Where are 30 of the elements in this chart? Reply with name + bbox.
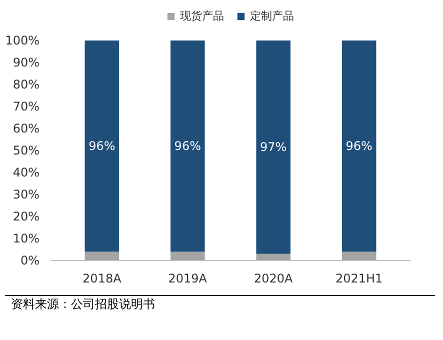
data-label: 97% [260,140,287,154]
y-tick-label: 20% [12,210,40,224]
bar [84,40,120,252]
legend-label: 定制产品 [250,8,294,24]
y-tick-label: 90% [12,56,40,70]
y-tick-label: 100% [5,34,40,48]
data-label: 96% [174,139,201,154]
x-tick-label: 2019A [168,272,208,286]
x-tick-label: 2018A [82,272,122,286]
data-label: 96% [88,139,116,154]
y-tick-label: 60% [12,122,40,136]
data-label: 96% [346,139,372,154]
y-tick-label: 50% [12,144,40,158]
bar [256,40,290,254]
y-tick-label: 70% [12,100,40,114]
bar [170,252,205,260]
x-tick-label: 2021H1 [335,272,383,286]
y-tick-label: 30% [12,188,40,202]
bar [342,252,376,260]
y-tick-label: 40% [12,166,40,180]
bar [84,252,120,260]
y-tick-label: 80% [12,78,40,92]
x-tick-label: 2020A [254,272,294,286]
bar [170,40,205,252]
y-tick-label: 0% [20,254,40,268]
bar [256,254,290,260]
text: 资料来源：公司招股说明书 [11,296,155,313]
bar [342,40,376,252]
legend-label: 现货产品 [180,8,224,24]
y-tick-label: 10% [12,232,40,246]
